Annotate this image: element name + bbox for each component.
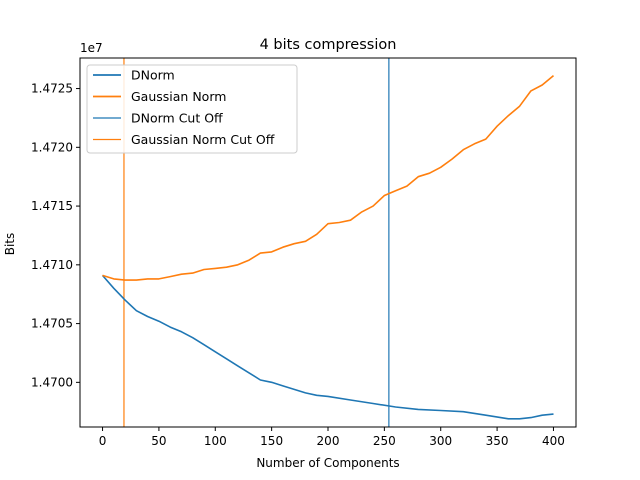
y-tick-label: 1.4700 bbox=[31, 375, 73, 389]
legend-label: DNorm Cut Off bbox=[131, 111, 223, 126]
x-axis-label: Number of Components bbox=[256, 456, 399, 470]
x-axis: 0 50 100 150 200 250 300 350 400 bbox=[99, 427, 565, 448]
y-axis-label: Bits bbox=[3, 233, 17, 256]
legend-label: DNorm bbox=[131, 68, 175, 83]
dnorm-series-line bbox=[101, 274, 554, 420]
y-axis: 1.4700 1.4705 1.4710 1.4715 1.4720 1.4725 bbox=[31, 82, 80, 389]
y-axis-offset-label: 1e7 bbox=[80, 41, 103, 55]
y-tick-label: 1.4720 bbox=[31, 140, 73, 154]
x-tick-label: 300 bbox=[429, 434, 452, 448]
x-tick-label: 100 bbox=[204, 434, 227, 448]
y-tick-label: 1.4725 bbox=[31, 82, 73, 96]
legend-label: Gaussian Norm Cut Off bbox=[131, 132, 275, 147]
x-tick-label: 150 bbox=[260, 434, 283, 448]
gaussian-norm-series-line bbox=[102, 74, 555, 281]
x-tick-label: 50 bbox=[151, 434, 166, 448]
y-tick-label: 1.4710 bbox=[31, 258, 73, 272]
x-tick-label: 350 bbox=[486, 434, 509, 448]
legend: DNorm Gaussian Norm DNorm Cut Off Gaussian … bbox=[86, 64, 298, 154]
x-tick-label: 250 bbox=[373, 434, 396, 448]
x-tick-label: 200 bbox=[317, 434, 340, 448]
x-tick-label: 0 bbox=[99, 434, 107, 448]
chart-title: 4 bits compression bbox=[260, 37, 397, 53]
legend-box bbox=[86, 64, 298, 154]
x-tick-label: 400 bbox=[542, 434, 565, 448]
y-tick-label: 1.4715 bbox=[31, 199, 73, 213]
legend-label: Gaussian Norm bbox=[131, 89, 226, 104]
y-tick-label: 1.4705 bbox=[31, 317, 73, 331]
